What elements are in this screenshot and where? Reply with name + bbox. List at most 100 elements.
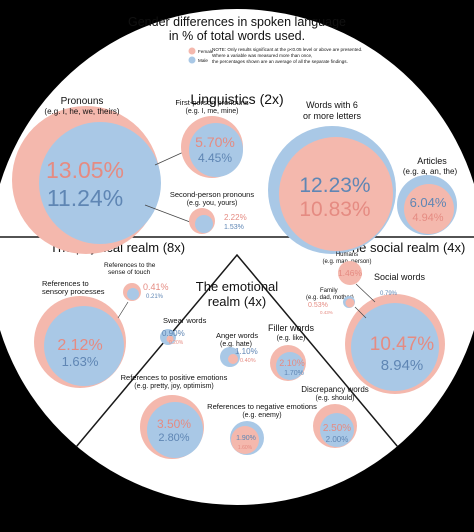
- articles-group: Articles (e.g. a, an, the) 6.04% 4.94%: [397, 156, 457, 235]
- filler-title: Filler words: [268, 323, 315, 333]
- touch-group: References to the sense of touch 0.41% 0…: [104, 262, 169, 301]
- social-words-female-value: 10.47%: [370, 334, 435, 355]
- legend-male-swatch: [188, 56, 196, 64]
- long-words-title-line1: Words with 6: [306, 100, 358, 110]
- filler-male-value: 1.70%: [284, 370, 304, 377]
- pronouns-title: Pronouns: [61, 96, 104, 107]
- discrepancy-male-circle: [320, 413, 354, 447]
- negative-male-value: 1.90%: [236, 435, 256, 442]
- swear-male-value: 0.90%: [162, 329, 185, 338]
- touch-title-line2: sense of touch: [108, 269, 151, 276]
- pronouns-connector-second: [144, 204, 191, 223]
- swear-female-value: 0.20%: [169, 340, 184, 346]
- swear-title: Swear words: [163, 316, 207, 325]
- discrepancy-group: Discrepancy words (e.g. should) 2.50% 2.…: [301, 385, 369, 448]
- family-female-value: 0.53%: [308, 302, 328, 309]
- second-person-title: Second-person pronouns: [170, 190, 254, 199]
- family-connector: [354, 306, 367, 319]
- family-group: 0.79% Family (e.g. dad, mother) 0.53% 0.…: [306, 288, 398, 315]
- negative-female-value: 1.60%: [238, 445, 253, 451]
- second-person-sub: (e.g. you, yours): [187, 200, 238, 207]
- note-line3: the percentages shown are an average of …: [212, 59, 348, 64]
- first-person-male-circle: [189, 123, 243, 177]
- legend-female-label: Female: [198, 49, 214, 54]
- negative-group: References to negative emotions (e.g. en…: [207, 402, 317, 455]
- anger-title: Anger words: [216, 331, 258, 340]
- anger-group: Anger words (e.g. hate) 1.10% 0.40%: [216, 331, 258, 367]
- anger-sub: (e.g. hate): [220, 341, 252, 348]
- articles-female-circle: [404, 184, 454, 234]
- articles-sub: (e.g. a, an, the): [403, 167, 458, 176]
- first-person-title: First-person pronouns: [175, 98, 249, 107]
- section-emotional-line2: realm (4x): [208, 294, 267, 309]
- section-linguistics: Linguistics (2x): [190, 91, 283, 107]
- articles-title: Articles: [417, 156, 447, 166]
- pronouns-sub: (e.g. I, he, we, theirs): [44, 107, 119, 116]
- section-social: The social realm (4x): [344, 240, 465, 255]
- touch-title-line1: References to the: [104, 262, 156, 269]
- second-person-female-value: 2.22%: [224, 213, 247, 222]
- humans-female-circle: [338, 261, 362, 285]
- first-person-sub: (e.g. I, me, mine): [186, 108, 239, 115]
- humans-group: Humans (e.g. man, person) 1.46%: [322, 252, 372, 285]
- second-person-male-value: 1.53%: [224, 224, 244, 231]
- negative-title-line2: (e.g. enemy): [242, 412, 281, 419]
- humans-female-value: 1.46%: [338, 268, 363, 278]
- articles-female-value: 4.94%: [412, 212, 443, 224]
- sensory-title-line1: References to: [42, 279, 89, 288]
- pronouns-male-circle: [39, 122, 161, 244]
- positive-title-line2: (e.g. pretty, joy, optimism): [134, 383, 213, 390]
- negative-title-line1: References to negative emotions: [207, 402, 317, 411]
- anger-female-value: 0.40%: [240, 358, 256, 364]
- positive-male-value: 2.80%: [158, 432, 189, 444]
- family-sub: (e.g. dad, mother): [306, 295, 354, 301]
- pronouns-group: Pronouns (e.g. I, he, we, theirs) 13.05%…: [12, 96, 191, 254]
- filler-group: Filler words (e.g. like) 2.10% 1.70%: [268, 323, 315, 381]
- pronouns-male-value: 11.24%: [47, 185, 123, 211]
- sensory-male-circle: [44, 306, 124, 386]
- negative-female-circle: [231, 426, 259, 454]
- sensory-touch-connector: [117, 301, 129, 319]
- sensory-male-value: 1.63%: [62, 354, 99, 369]
- section-emotional-line1: The emotional: [196, 279, 278, 294]
- note-line1: NOTE: Only results significant at the p<…: [212, 47, 362, 52]
- filler-sub: (e.g. like): [277, 335, 306, 342]
- discrepancy-female-value: 2.50%: [323, 423, 351, 434]
- second-person-group: Second-person pronouns (e.g. you, yours)…: [170, 190, 254, 234]
- first-person-group: First-person pronouns (e.g. I, me, mine)…: [175, 98, 249, 178]
- second-person-male-circle: [195, 215, 213, 233]
- family-female-small-value: 0.43%: [320, 310, 333, 315]
- discrepancy-male-value: 2.00%: [326, 435, 349, 444]
- discrepancy-sub: (e.g. should): [316, 395, 355, 402]
- note-line2: Where a variable was measured more than …: [212, 53, 312, 58]
- articles-male-value: 6.04%: [410, 195, 447, 210]
- first-person-female-value: 5.70%: [195, 134, 235, 150]
- family-female-circle: [345, 298, 355, 308]
- anger-female-circle: [228, 354, 238, 364]
- swear-group: Swear words 0.90% 0.20%: [160, 316, 207, 346]
- humans-title: Humans: [336, 252, 358, 258]
- long-words-group: Words with 6 or more letters 12.23% 10.8…: [268, 100, 396, 254]
- chart-title-line1: Gender differences in spoken language: [128, 15, 346, 29]
- positive-female-value: 3.50%: [157, 417, 191, 431]
- first-person-male-value: 4.45%: [198, 151, 232, 165]
- social-words-title: Social words: [374, 272, 426, 282]
- filler-female-value: 2.10%: [279, 358, 305, 368]
- sensory-title-line2: sensory processes: [42, 287, 105, 296]
- positive-male-circle: [147, 402, 203, 458]
- long-words-male-value: 12.23%: [299, 174, 370, 197]
- filler-male-circle: [276, 352, 304, 380]
- anger-male-value: 1.10%: [235, 347, 258, 356]
- long-words-female-circle: [279, 137, 393, 251]
- positive-title-line1: References to positive emotions: [121, 373, 228, 382]
- pronouns-female-value: 13.05%: [46, 157, 124, 183]
- discrepancy-title: Discrepancy words: [301, 385, 369, 394]
- social-words-group: Social words 10.47% 8.94%: [345, 272, 445, 394]
- long-words-female-value: 10.83%: [299, 198, 370, 221]
- sensory-female-value: 2.12%: [57, 337, 102, 354]
- long-words-title-line2: or more letters: [303, 111, 362, 121]
- family-male-value: 0.79%: [380, 291, 398, 297]
- sensory-group: References to sensory processes 2.12% 1.…: [34, 279, 129, 388]
- social-words-male-value: 8.94%: [381, 357, 424, 374]
